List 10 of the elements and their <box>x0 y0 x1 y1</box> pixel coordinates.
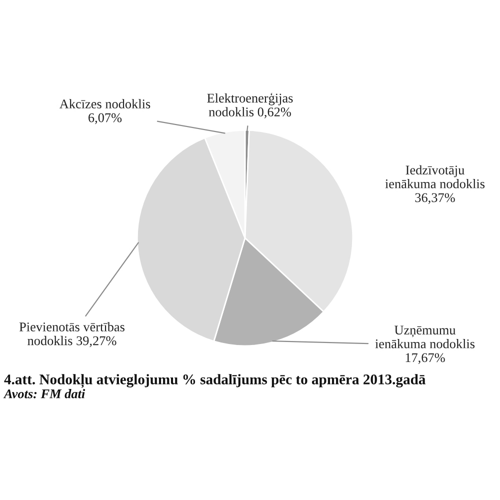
text: Avots: FM dati <box>3 389 86 398</box>
slice-label: Iedzīvotāju ienākuma nodoklis <box>385 165 485 188</box>
slice-label: Pievienotās vērtības nodoklis 39,27% <box>19 322 124 348</box>
data-label: 36,37% <box>415 193 455 204</box>
slice-label: Akcīzes nodoklis <box>60 99 150 108</box>
slice-label: Elektroenerģijas nodoklis 0,62% <box>207 92 293 118</box>
data-label: 17,67% <box>406 353 445 364</box>
data-label: 6,07% <box>88 113 122 124</box>
slice-label: Uzņēmumu ienākuma nodoklis <box>375 326 475 348</box>
text: 4.att. Nodokļu atvieglojumu % sadalījums pēc to apmēra 2013.gadā <box>4 374 426 388</box>
